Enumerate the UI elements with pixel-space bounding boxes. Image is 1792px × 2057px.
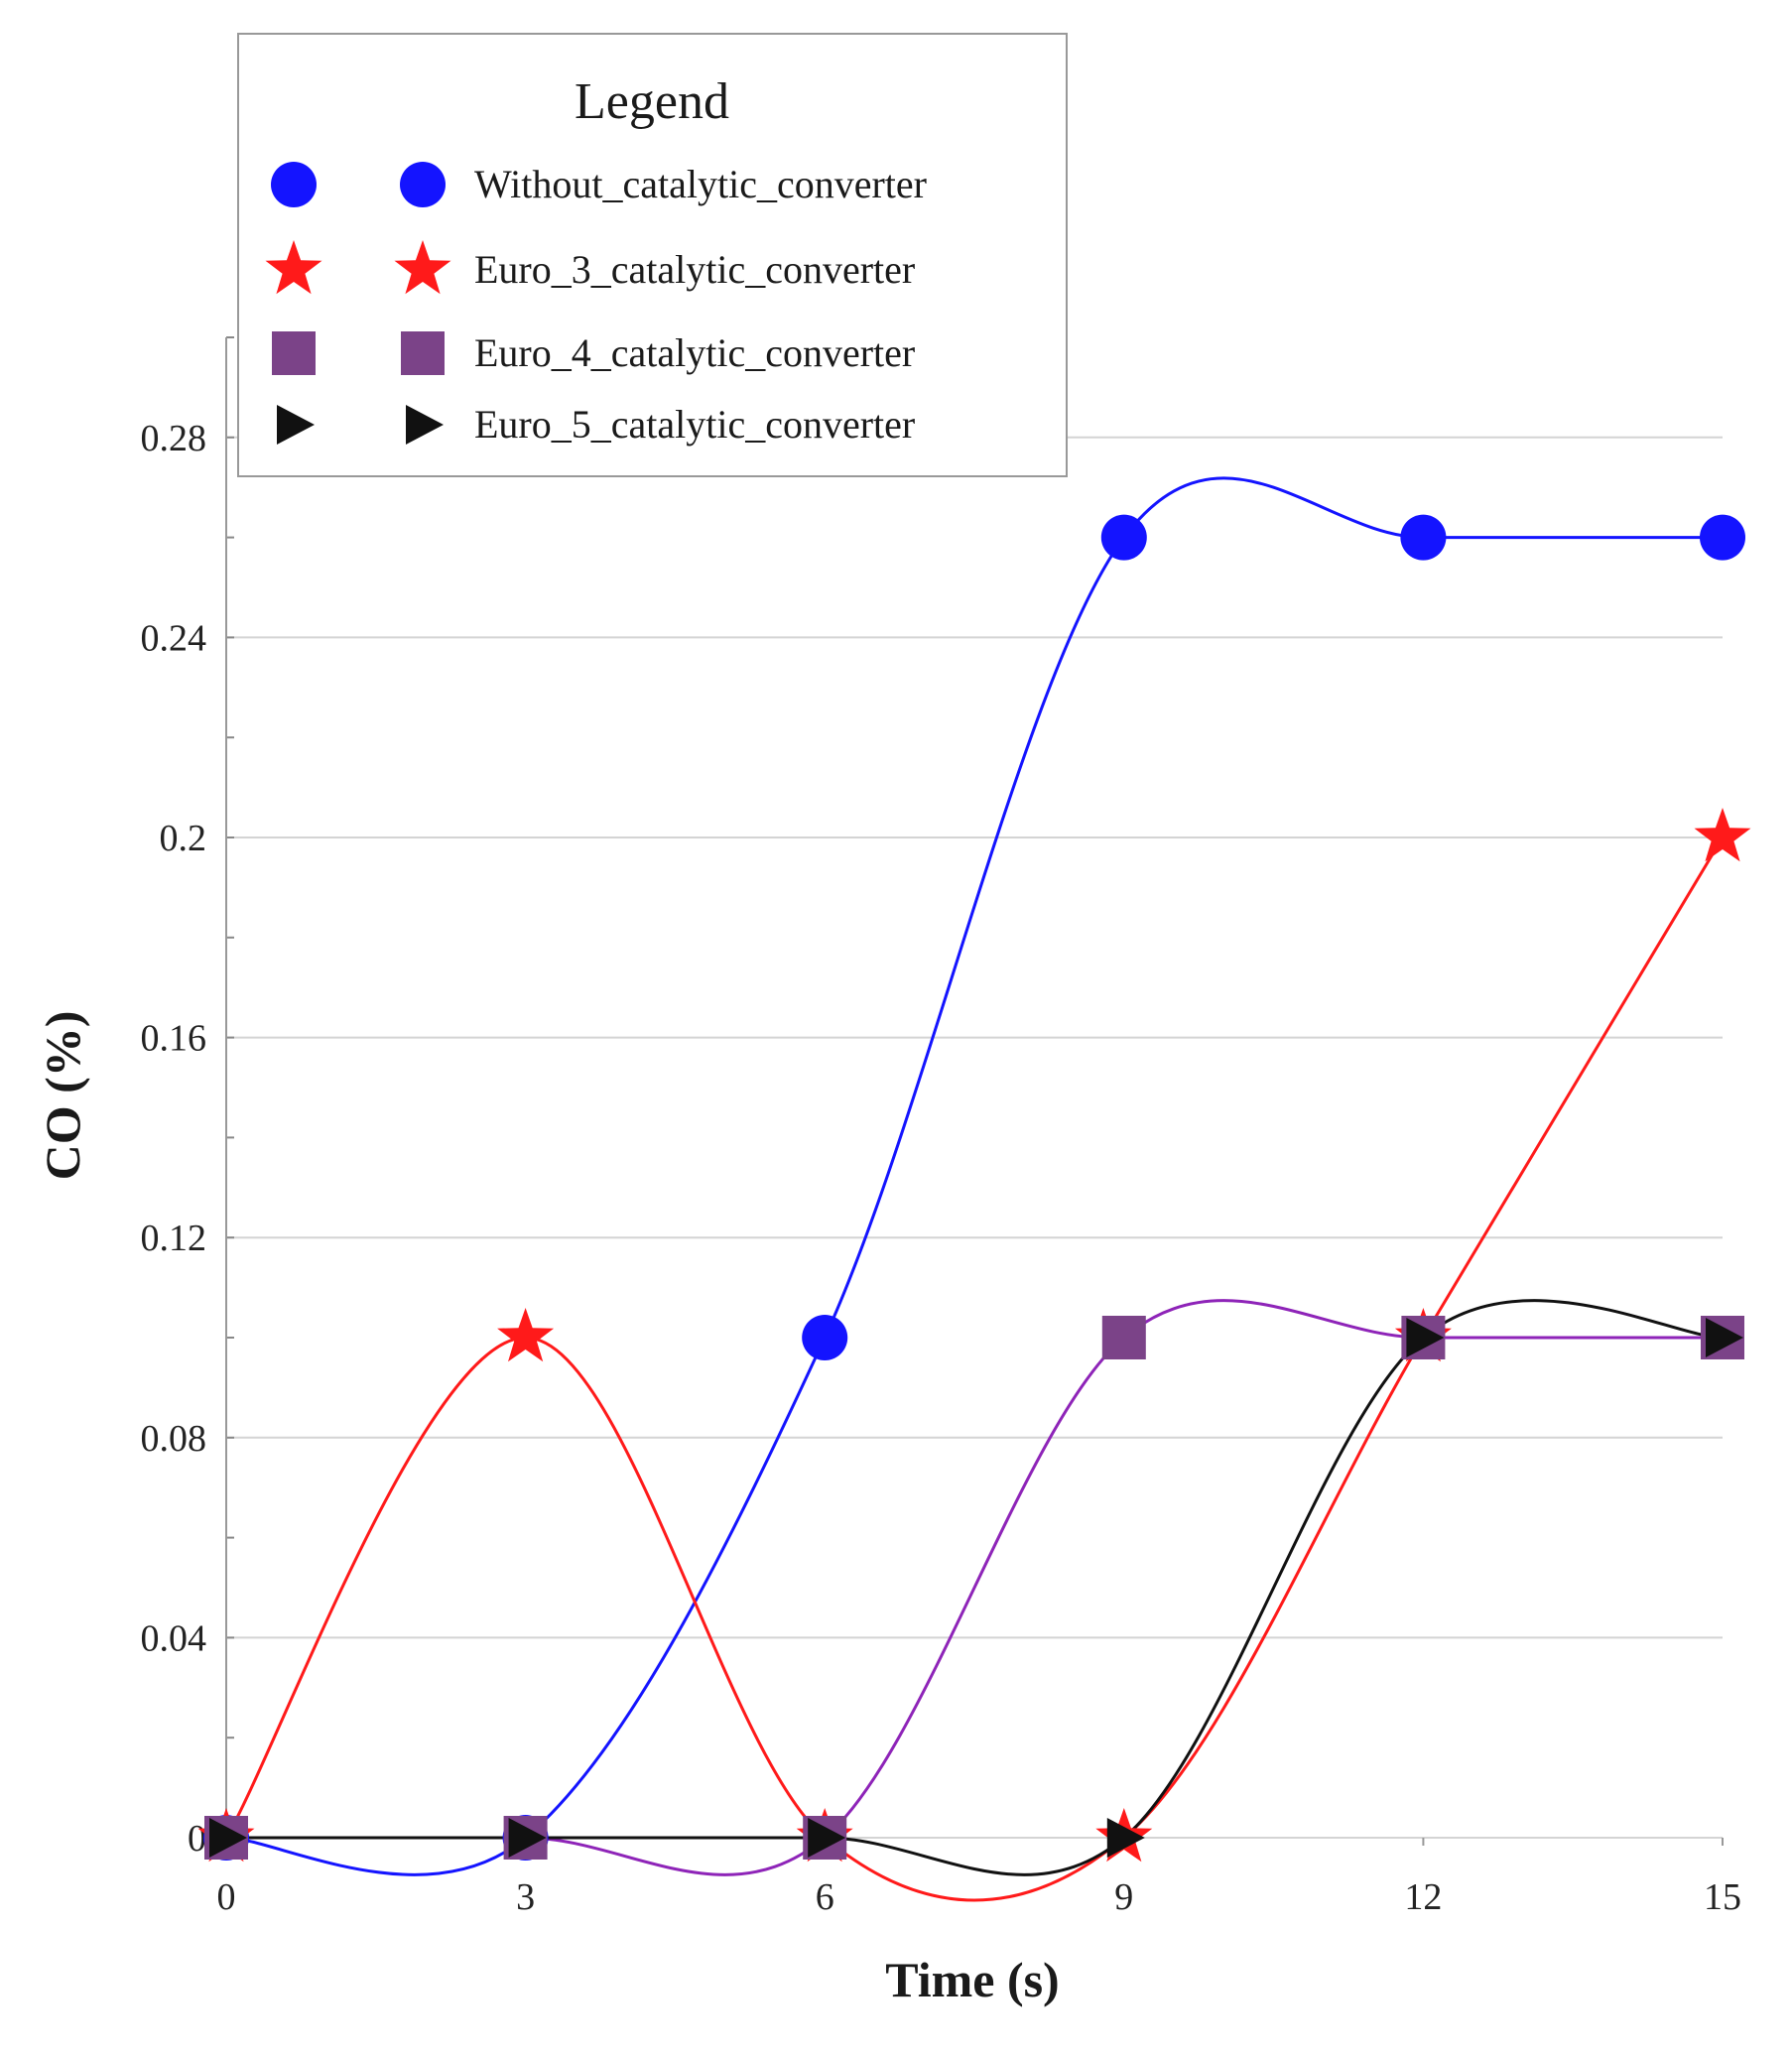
y-tick-label: 0.28 <box>141 418 207 459</box>
legend-label-4: Euro_5_catalytic_converter <box>474 402 915 447</box>
series-markers <box>197 514 1751 1863</box>
series-2-point <box>497 1308 555 1362</box>
series-4-point <box>1706 1318 1743 1357</box>
series-4-point <box>808 1818 846 1858</box>
grid-layer <box>226 436 1723 1839</box>
series-4-point <box>209 1818 247 1858</box>
legend-label-1: Without_catalytic_converter <box>474 162 927 206</box>
series-1-point <box>1400 514 1447 561</box>
series-line-3 <box>226 1299 1723 1876</box>
y-tick-label: 0.24 <box>141 617 207 659</box>
y-tick-label: 0.2 <box>160 818 207 859</box>
series-1-point <box>802 1315 848 1360</box>
legend-label-2: Euro_3_catalytic_converter <box>474 247 915 292</box>
series-line-1 <box>225 476 1723 1876</box>
series-4-point <box>1406 1318 1445 1357</box>
x-tick-label: 0 <box>217 1876 236 1918</box>
legend-marker-2 <box>265 240 322 295</box>
x-tick-label: 6 <box>816 1876 834 1918</box>
series-line-2 <box>224 836 1725 1902</box>
axis-layer: 0 0.04 0.08 0.12 0.16 0.2 0.24 0.28 0 3 6 9 12 15 <box>141 336 1741 1918</box>
legend-title: Legend <box>575 73 729 130</box>
x-axis-title: Time (s) <box>885 1952 1059 2007</box>
series-1-point <box>1700 514 1745 561</box>
legend-marker-2 <box>394 240 451 295</box>
x-tick-label: 3 <box>516 1876 535 1918</box>
y-axis-title: CO (%) <box>35 1011 90 1181</box>
y-tick-label: 0.04 <box>141 1617 207 1659</box>
x-tick-label: 12 <box>1404 1876 1442 1918</box>
legend-marker-3 <box>272 331 316 375</box>
x-tick-label: 9 <box>1114 1876 1133 1918</box>
x-tick-label: 15 <box>1704 1876 1741 1918</box>
series-4-point <box>1106 1818 1145 1858</box>
y-tick-label: 0.08 <box>141 1418 207 1460</box>
legend-box <box>237 33 1068 477</box>
legend-marker-3 <box>401 331 445 375</box>
series-1-point <box>1100 514 1147 561</box>
legend-marker-4 <box>406 405 444 445</box>
series-2-point <box>1694 808 1751 862</box>
legend-marker-1 <box>400 162 446 207</box>
y-tick-label: 0 <box>188 1818 206 1860</box>
legend-entries: Without_catalytic_converter Euro_3_cataly… <box>265 162 927 447</box>
legend: Legend Without_catalytic_converter Euro_3… <box>237 33 1068 477</box>
y-tick-label: 0.12 <box>141 1218 207 1259</box>
legend-label-3: Euro_4_catalytic_converter <box>474 330 915 375</box>
series-3-point <box>1101 1316 1146 1359</box>
y-tick-label: 0.16 <box>141 1018 207 1060</box>
series-lines <box>224 476 1725 1902</box>
series-4-point <box>508 1818 547 1858</box>
legend-marker-1 <box>271 162 317 207</box>
legend-marker-4 <box>277 405 315 445</box>
